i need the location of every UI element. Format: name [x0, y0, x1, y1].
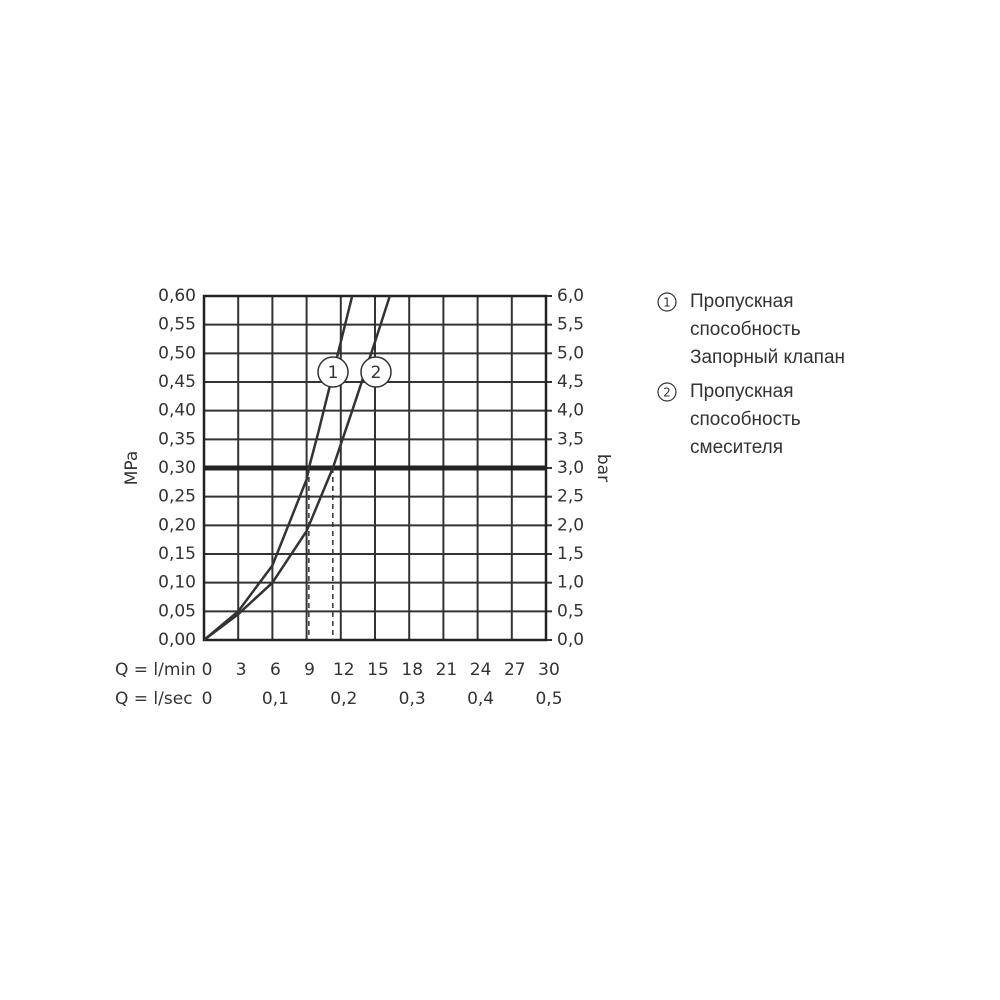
x2-tick-label: 0 [202, 689, 213, 709]
y-tick-label: 0,05 [158, 601, 196, 621]
y-tick-label: 0,10 [158, 573, 196, 593]
x-tick-label: 18 [401, 660, 423, 680]
y2-tick-label: 6,0 [557, 286, 584, 306]
y2-tick-label: 0,5 [557, 601, 584, 621]
legend-badge-label: 1 [663, 296, 671, 310]
y-tick-label: 0,60 [158, 286, 196, 306]
y2-tick-label: 4,5 [557, 372, 584, 392]
y2-tick-label: 5,0 [557, 343, 584, 363]
x-tick-label: 27 [504, 660, 526, 680]
y2-tick-label: 1,5 [557, 544, 584, 564]
legend-text: смесителя [690, 437, 783, 458]
legend-text: способность [690, 409, 801, 430]
legend-text: Пропускная [690, 291, 794, 312]
legend-text: Запорный клапан [690, 347, 845, 368]
y2-tick-label: 2,5 [557, 487, 584, 507]
y2-axis-label: bar [593, 454, 613, 482]
x-axis-label: Q = l/min [115, 660, 196, 680]
x2-tick-label: 0,1 [262, 689, 289, 709]
y-tick-label: 0,50 [158, 343, 196, 363]
y2-tick-label: 3,0 [557, 458, 584, 478]
legend-badge [657, 382, 677, 402]
x-tick-label: 15 [367, 660, 389, 680]
y2-tick-label: 2,0 [557, 515, 584, 535]
x-tick-label: 30 [538, 660, 560, 680]
y2-tick-label: 5,5 [557, 315, 584, 335]
x2-tick-label: 0,2 [330, 689, 357, 709]
x-tick-label: 3 [236, 660, 247, 680]
x-tick-label: 9 [304, 660, 315, 680]
y-tick-label: 0,45 [158, 372, 196, 392]
y-tick-label: 0,40 [158, 401, 196, 421]
y2-tick-label: 0,0 [557, 630, 584, 650]
y-tick-label: 0,25 [158, 487, 196, 507]
y-tick-label: 0,35 [158, 429, 196, 449]
y-tick-label: 0,30 [158, 458, 196, 478]
legend-badge-label: 2 [663, 386, 671, 400]
y2-tick-label: 4,0 [557, 401, 584, 421]
x-tick-label: 12 [333, 660, 355, 680]
y-axis-label: MPa [122, 451, 142, 486]
x-tick-label: 24 [470, 660, 492, 680]
y-tick-label: 0,15 [158, 544, 196, 564]
series-line [203, 295, 392, 641]
x-tick-label: 21 [436, 660, 458, 680]
legend-text: Пропускная [690, 381, 794, 402]
y-tick-label: 0,55 [158, 315, 196, 335]
x2-tick-label: 0,3 [399, 689, 426, 709]
x-tick-label: 6 [270, 660, 281, 680]
series-badge-label: 1 [328, 363, 339, 383]
y2-tick-label: 1,0 [557, 573, 584, 593]
series-badge [360, 356, 392, 388]
legend-text: способность [690, 319, 801, 340]
x2-tick-label: 0,5 [535, 689, 562, 709]
legend-badge [657, 292, 677, 312]
x2-axis-label: Q = l/sec [115, 689, 193, 709]
y-tick-label: 0,00 [158, 630, 196, 650]
series-badge-label: 2 [371, 363, 382, 383]
series-badge [317, 356, 349, 388]
x2-tick-label: 0,4 [467, 689, 494, 709]
y2-tick-label: 3,5 [557, 429, 584, 449]
x-tick-label: 0 [202, 660, 213, 680]
y-tick-label: 0,20 [158, 515, 196, 535]
